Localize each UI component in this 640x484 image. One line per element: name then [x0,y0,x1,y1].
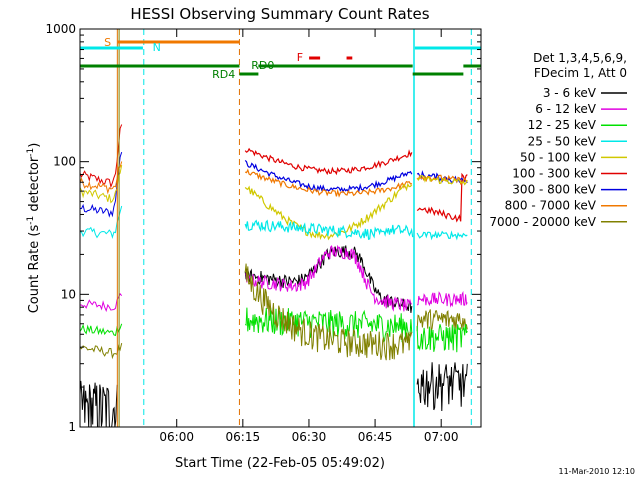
legend-label: 7000 - 20000 keV [489,215,596,229]
series-line [79,164,123,204]
series-line [79,323,123,337]
series-line [80,292,123,313]
bar-label-S: S [104,36,111,49]
legend-header-2: FDecim 1, Att 0 [534,66,627,80]
data-layer [79,124,468,428]
series-line [416,230,468,241]
series-line [416,172,468,223]
series-line [245,244,413,312]
series-line [79,342,123,360]
series-line [79,380,118,428]
x-tick-label: 07:00 [424,430,459,444]
x-tick-label: 06:45 [358,430,393,444]
series-line [416,323,468,353]
x-tick-label: 06:15 [226,430,261,444]
series-line [416,290,468,308]
series-line [79,205,123,239]
series-line [244,245,413,313]
series-line [416,362,468,412]
series-line [244,147,413,176]
axis-layer: 06:00 06:15 06:30 06:45 07:00 1 10 100 1000 [45,22,481,444]
date-stamp: 11-Mar-2010 12:10 [559,467,636,476]
y-tick-label: 10 [61,287,76,301]
y-tick-label: 1 [68,420,76,434]
series-line [416,309,468,333]
x-tick-label: 06:00 [159,430,194,444]
bar-label-RD0: RD0 [251,59,274,72]
legend-label: 100 - 300 keV [512,167,596,181]
y-tick-label: 100 [53,155,76,169]
series-line [244,168,413,198]
chart-title: HESSI Observing Summary Count Rates [130,5,429,23]
bar-label-RD4: RD4 [212,68,235,81]
bar-label-F: F [297,51,303,64]
legend-label: 3 - 6 keV [543,86,597,100]
marker-layer: S N RD0 RD4 F [80,29,481,427]
x-tick-label: 06:30 [292,430,327,444]
legend-label: 50 - 100 keV [520,150,597,164]
legend: Det 1,3,4,5,6,9, FDecim 1, Att 0 3 - 6 k… [489,51,627,229]
series-line [244,182,413,241]
y-tick-label: 1000 [45,22,76,36]
series-line [79,161,123,195]
y-axis-label: Count Rate (s-1 detector-1) [26,143,42,314]
series-line [244,159,413,194]
series-line [79,124,123,189]
legend-label: 25 - 50 keV [528,134,597,148]
plot-frame [79,28,482,428]
legend-label: 6 - 12 keV [535,102,597,116]
legend-label: 800 - 7000 keV [505,199,597,213]
series-line [416,174,468,186]
legend-header-1: Det 1,3,4,5,6,9, [533,51,627,65]
bar-label-N: N [153,41,161,54]
legend-label: 12 - 25 keV [528,118,597,132]
series-line [79,151,123,218]
legend-label: 300 - 800 keV [512,183,596,197]
series-line [244,263,413,361]
series-line [244,219,414,240]
x-axis-label: Start Time (22-Feb-05 05:49:02) [175,456,385,471]
